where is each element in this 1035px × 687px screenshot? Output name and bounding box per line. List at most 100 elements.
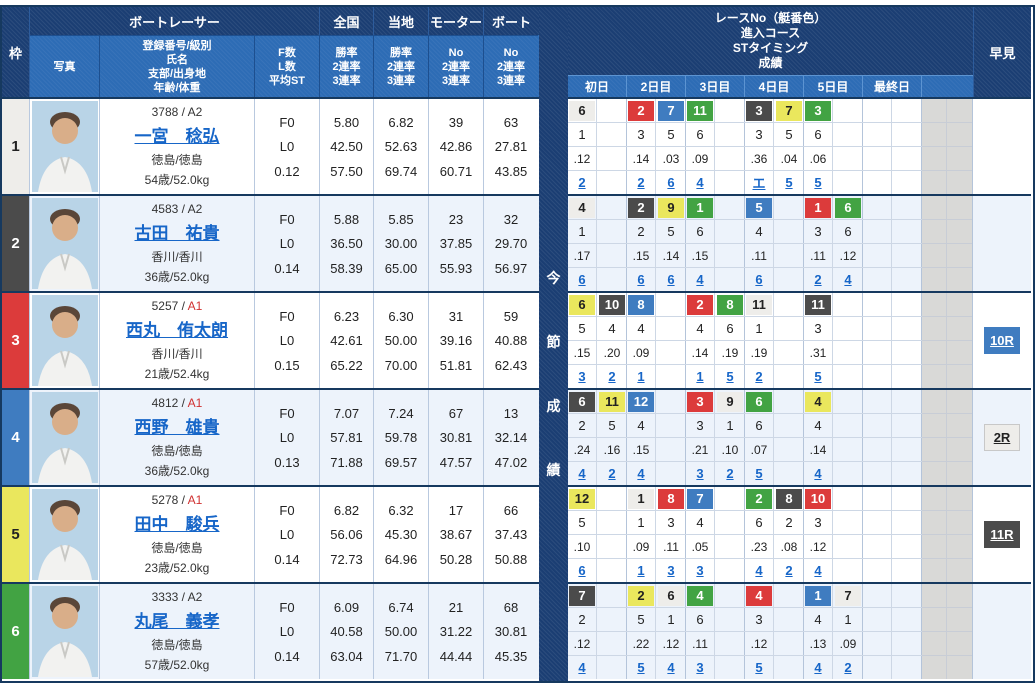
result-link[interactable]: 4 xyxy=(578,466,586,481)
result-link[interactable]: 2 xyxy=(608,466,616,481)
result-link[interactable]: 6 xyxy=(667,175,675,190)
result-link[interactable]: 5 xyxy=(726,369,734,384)
result-link[interactable]: 2 xyxy=(755,369,763,384)
result-link[interactable]: 6 xyxy=(637,272,645,287)
result-link[interactable]: 4 xyxy=(814,466,822,481)
day-grid-cell: .04 xyxy=(774,147,804,171)
stat-value: 70.00 xyxy=(384,357,418,373)
day-grid-cell: 6 xyxy=(745,414,774,438)
stat-motor: 31 39.16 51.81 xyxy=(429,293,484,388)
result-link[interactable]: 5 xyxy=(814,369,822,384)
day-grid-cell xyxy=(715,123,745,147)
result-link[interactable]: 5 xyxy=(755,466,763,481)
result-link[interactable]: 3 xyxy=(696,660,704,675)
result-link[interactable]: 4 xyxy=(844,272,852,287)
result-link[interactable]: 5 xyxy=(637,660,645,675)
result-link[interactable]: エ xyxy=(752,176,766,191)
stat-value: 23 xyxy=(448,211,464,227)
stat-value: 27.81 xyxy=(494,139,528,154)
day-grid-cell: 6 xyxy=(745,390,774,414)
result-link[interactable]: 4 xyxy=(814,563,822,578)
result-link[interactable]: 4 xyxy=(578,660,586,675)
racer-row-right: 12 5.10 6 1 8 1 3.09.11 1 3 7 4.05 3 2 8 6 2.23.08 4 2 10 3… xyxy=(568,485,1031,582)
day-grid-cell: .36 xyxy=(745,147,774,171)
rate-header-line: No xyxy=(503,46,519,59)
racer-info: 4583 / A2 古田 祐貴 香川/香川 36歳/52.0kg xyxy=(100,196,255,291)
race-info-header-line: STタイミング xyxy=(732,41,809,55)
day-grid-cell xyxy=(715,244,745,268)
result-link[interactable]: 3 xyxy=(696,466,704,481)
day-grid-cell: 3 xyxy=(686,414,715,438)
result-link[interactable]: 4 xyxy=(667,660,675,675)
racer-row-right: 4 1.17 6 2 9 2 5.15.14 6 6 1 6.15 4 5 4.11 6 1 6 3 6.11.12… xyxy=(568,194,1031,291)
result-link[interactable]: 5 xyxy=(785,175,793,190)
result-link[interactable]: 1 xyxy=(637,369,645,384)
day-grid-cell: .20 xyxy=(597,341,627,365)
f-count: F0 xyxy=(279,502,295,518)
waku-number: 1 xyxy=(2,99,30,194)
result-link[interactable]: 4 xyxy=(755,563,763,578)
day-grid-cell: .22 xyxy=(627,632,656,656)
result-link[interactable]: 4 xyxy=(696,175,704,190)
day-grid-cell: 3 xyxy=(745,608,774,632)
stat-value: 37.43 xyxy=(494,527,528,542)
day-grid-cell: 3 xyxy=(686,462,715,485)
result-link[interactable]: 3 xyxy=(696,563,704,578)
day-grid-cell: 2 xyxy=(627,220,656,244)
result-link[interactable]: 2 xyxy=(637,175,645,190)
day-grid-cell: 1 xyxy=(686,365,715,388)
stat-value: 45.35 xyxy=(494,648,528,664)
result-link[interactable]: 5 xyxy=(814,175,822,190)
rate-header-line: 3連率 xyxy=(496,74,526,87)
result-link[interactable]: 2 xyxy=(785,563,793,578)
hayami-race-link[interactable]: 11R xyxy=(984,521,1020,548)
result-link[interactable]: 6 xyxy=(578,272,586,287)
day-grid-cell xyxy=(833,462,863,485)
result-link[interactable]: 2 xyxy=(814,272,822,287)
racer-name-link[interactable]: 西野 雄貴 xyxy=(134,418,220,438)
day-column: 12 5.10 6 xyxy=(568,487,627,582)
race-number-chip: 8 xyxy=(717,294,743,315)
day-grid-cell: 2 xyxy=(568,171,597,194)
result-link[interactable]: 4 xyxy=(696,272,704,287)
stat-value: 72.73 xyxy=(330,551,363,567)
result-link[interactable]: 1 xyxy=(696,369,704,384)
result-link[interactable]: 6 xyxy=(578,563,586,578)
race-number-chip: 10 xyxy=(599,294,625,315)
day-grid-cell: 4 xyxy=(745,220,774,244)
day-grid-cell: 2 xyxy=(627,171,656,194)
hayami-race-link[interactable]: 2R xyxy=(984,424,1020,451)
day-grid-cell: 1 xyxy=(627,365,656,388)
result-link[interactable]: 6 xyxy=(755,272,763,287)
racer-name-link[interactable]: 田中 駿兵 xyxy=(134,515,220,535)
result-link[interactable]: 2 xyxy=(578,175,586,190)
result-link[interactable]: 2 xyxy=(608,369,616,384)
day-grid-cell xyxy=(597,244,627,268)
day-column: 10 3.12 4 xyxy=(804,487,863,582)
day-grid-cell xyxy=(892,632,922,656)
result-link[interactable]: 2 xyxy=(726,466,734,481)
branch-home: 香川/香川 xyxy=(151,249,203,264)
day-grid-cell: .09 xyxy=(833,632,863,656)
day-grid-cell xyxy=(774,365,804,388)
col-header-boat: ボート xyxy=(491,14,531,30)
stat-value: 6.82 xyxy=(333,502,360,518)
result-link[interactable]: 2 xyxy=(844,660,852,675)
result-link[interactable]: 6 xyxy=(667,272,675,287)
day-grid-cell xyxy=(892,365,922,388)
result-link[interactable]: 5 xyxy=(755,660,763,675)
result-link[interactable]: 4 xyxy=(637,466,645,481)
f-l-avgst: F0 L0 0.14 xyxy=(255,196,320,291)
racer-name-link[interactable]: 西丸 侑太朗 xyxy=(126,321,228,341)
racer-name-link[interactable]: 古田 祐貴 xyxy=(134,224,220,244)
fl-header-line: F数 xyxy=(278,46,296,59)
racer-name-link[interactable]: 一宮 稔弘 xyxy=(134,127,220,147)
hayami-race-link[interactable]: 10R xyxy=(984,327,1020,354)
result-link[interactable]: 4 xyxy=(814,660,822,675)
day-grid-cell xyxy=(892,293,922,317)
result-link[interactable]: 1 xyxy=(637,563,645,578)
result-link[interactable]: 3 xyxy=(578,369,586,384)
race-number-chip: 6 xyxy=(658,585,684,606)
result-link[interactable]: 3 xyxy=(667,563,675,578)
racer-name-link[interactable]: 丸尾 義孝 xyxy=(134,612,220,632)
